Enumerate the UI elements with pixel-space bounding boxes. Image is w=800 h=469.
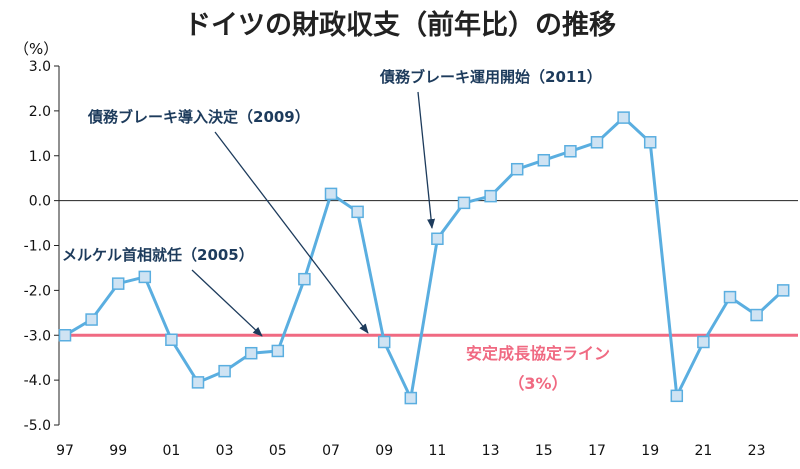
data-point-marker <box>377 335 391 349</box>
data-point-marker <box>457 196 471 210</box>
data-point-marker <box>723 290 737 304</box>
x-tick-label: 07 <box>322 443 340 459</box>
data-point-marker <box>324 187 338 201</box>
x-tick-label: 15 <box>535 443 553 459</box>
data-point-marker <box>111 277 125 290</box>
annotation-debt-brake-2011: 債務ブレーキ運用開始（2011） <box>379 68 602 86</box>
chart-title: ドイツの財政収支（前年比）の推移 <box>184 9 616 41</box>
reference-line-sublabel: （3%） <box>508 374 567 393</box>
x-tick-label: 11 <box>428 443 446 459</box>
data-point-marker <box>165 333 178 346</box>
y-tick-label: 2.0 <box>29 104 51 120</box>
series-layer <box>58 111 790 405</box>
data-point-marker <box>191 376 205 389</box>
data-point-marker <box>484 189 497 203</box>
x-tick-label: 19 <box>641 443 659 459</box>
data-point-marker <box>351 205 364 219</box>
y-tick-label: 1.0 <box>29 149 51 165</box>
data-point-marker <box>617 111 630 124</box>
x-tick-label: 21 <box>694 443 712 459</box>
y-tick-label: 3.0 <box>29 59 51 75</box>
y-tick-label: -3.0 <box>24 328 51 344</box>
data-point-marker <box>218 364 231 378</box>
data-point-marker <box>590 136 604 149</box>
y-tick-label: -1.0 <box>24 239 51 255</box>
x-tick-label: 13 <box>482 443 500 459</box>
x-tick-label: 17 <box>588 443 606 459</box>
annotation-merkel-2005: メルケル首相就任（2005） <box>62 246 254 264</box>
x-tick-label: 05 <box>269 443 287 459</box>
data-point-marker <box>697 335 710 349</box>
data-point-marker <box>670 389 684 403</box>
data-point-marker <box>510 162 524 176</box>
data-point-marker <box>537 153 551 167</box>
x-tick-label: 23 <box>748 443 766 459</box>
data-point-marker <box>244 346 258 360</box>
data-point-marker <box>85 313 98 326</box>
y-tick-label: 0.0 <box>29 194 51 210</box>
series-line <box>64 116 785 400</box>
data-point-marker <box>271 344 285 358</box>
y-tick-label: -5.0 <box>24 418 51 434</box>
annotation-arrow-2011 <box>417 91 436 229</box>
data-point-marker <box>643 136 657 149</box>
reference-line-label: 安定成長協定ライン <box>466 344 610 363</box>
data-point-marker <box>58 329 72 342</box>
data-point-marker <box>776 284 790 297</box>
annotation-debt-brake-2009: 債務ブレーキ導入決定（2009） <box>87 108 310 126</box>
x-tick-label: 03 <box>216 443 234 459</box>
data-point-marker <box>138 270 152 284</box>
y-unit-label: （%） <box>14 40 58 58</box>
annotation-arrow-2005 <box>191 269 263 337</box>
annotation-arrow-2009 <box>214 131 369 334</box>
x-tick-label: 97 <box>56 443 74 459</box>
data-point-marker <box>431 232 444 246</box>
x-axis-ticks: 97 99 01 03 05 07 09 11 13 15 17 19 21 23 <box>56 443 765 459</box>
data-point-marker <box>404 391 418 405</box>
y-tick-label: -2.0 <box>24 283 51 299</box>
data-point-marker <box>750 308 763 322</box>
x-tick-label: 01 <box>162 443 180 459</box>
x-tick-label: 99 <box>109 443 127 459</box>
x-tick-label: 09 <box>375 443 393 459</box>
data-point-marker <box>298 272 311 286</box>
y-axis-ticks: 3.0 2.0 1.0 0.0 -1.0 -2.0 -3.0 -4.0 -5.0 <box>24 59 59 434</box>
data-point-marker <box>564 145 577 158</box>
y-tick-label: -4.0 <box>24 373 51 389</box>
annotations: 債務ブレーキ運用開始（2011） 債務ブレーキ導入決定（2009） メルケル首相… <box>62 68 602 337</box>
